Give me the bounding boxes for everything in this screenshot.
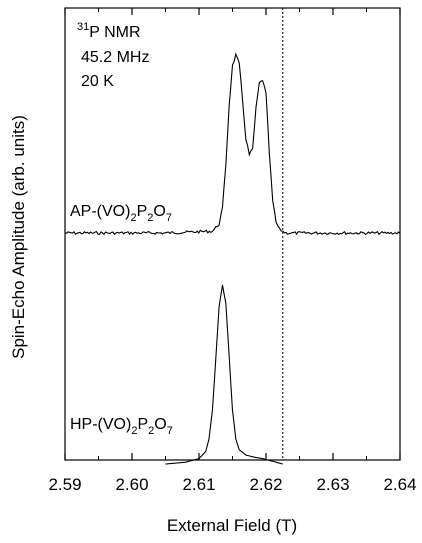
- x-ticks: 2.59 2.60 2.61 2.62 2.63 2.64: [48, 8, 417, 494]
- frequency-annotation: 45.2 MHz: [81, 49, 149, 66]
- ap-label-sub2: 2: [147, 212, 153, 224]
- x-tick-label: 2.60: [115, 475, 148, 494]
- temperature-annotation: 20 K: [81, 73, 114, 90]
- x-tick-label: 2.63: [316, 475, 349, 494]
- ap-label-sub1: 2: [130, 212, 136, 224]
- hp-label-mid2: O: [154, 416, 166, 433]
- hp-label-sub1: 2: [131, 425, 137, 437]
- hp-label-sub2: 2: [148, 425, 154, 437]
- series-label-ap: AP-(VO)2P2O7: [70, 203, 172, 224]
- nucleus-annotation: 31P NMR: [77, 21, 141, 41]
- x-axis-title: External Field (T): [167, 516, 297, 535]
- ap-label-mid: P: [137, 203, 148, 220]
- x-tick-label: 2.61: [182, 475, 215, 494]
- series-line-ap: [64, 52, 401, 236]
- ap-label-mid2: O: [153, 203, 165, 220]
- hp-label-prefix: HP-(VO): [70, 416, 131, 433]
- series-group: [64, 52, 401, 465]
- y-axis-title: Spin-Echo Amplitude (arb. units): [9, 115, 28, 359]
- hp-label-sub3: 7: [167, 425, 173, 437]
- nucleus-label: P NMR: [89, 24, 140, 41]
- series-line-hp: [165, 284, 283, 465]
- hp-label-mid: P: [137, 416, 148, 433]
- ap-label-sub3: 7: [166, 212, 172, 224]
- x-tick-label: 2.64: [383, 475, 416, 494]
- x-tick-label: 2.59: [48, 475, 81, 494]
- ap-label-prefix: AP-(VO): [70, 203, 130, 220]
- nucleus-mass: 31: [77, 21, 89, 33]
- series-label-hp: HP-(VO)2P2O7: [70, 416, 173, 437]
- x-tick-label: 2.62: [249, 475, 282, 494]
